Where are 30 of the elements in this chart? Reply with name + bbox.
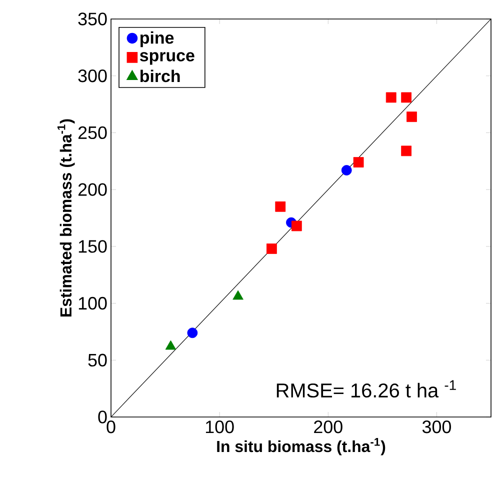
x-tick-label: 300	[422, 420, 451, 434]
x-tick-label: 100	[206, 420, 234, 434]
x-axis-title: In situ biomass (t.ha$^{-1}$)	[217, 438, 386, 456]
point	[401, 92, 412, 103]
x-tick-label: 200	[314, 420, 342, 434]
point	[165, 340, 176, 350]
point	[341, 165, 352, 176]
legend-label: birch	[140, 70, 180, 82]
y-axis-title: Estimated biomass (t.ha$^{-1}$)	[57, 119, 75, 316]
y-tick-label: 350	[78, 12, 107, 26]
y-tick-label: 250	[78, 126, 107, 140]
y-tick-label: 200	[78, 183, 107, 196]
legend-label: spruce	[140, 52, 194, 65]
point	[401, 146, 412, 156]
annotation: RMSE= 16.26 t ha $^{-1}$	[276, 380, 456, 398]
y-tick-label: 300	[78, 69, 107, 82]
point	[406, 112, 417, 122]
point	[386, 92, 396, 103]
point	[353, 157, 364, 168]
y-tick-label: 100	[78, 296, 107, 310]
point	[232, 290, 244, 300]
point	[275, 201, 286, 212]
y-tick-label: 50	[88, 354, 107, 366]
y-tick-label: 150	[78, 240, 107, 253]
legend-label: pine	[140, 31, 174, 48]
y-tick-label: 0	[98, 410, 107, 424]
point	[266, 244, 277, 254]
point	[187, 328, 198, 338]
point	[291, 220, 302, 232]
x-tick-label: 0	[106, 420, 116, 434]
